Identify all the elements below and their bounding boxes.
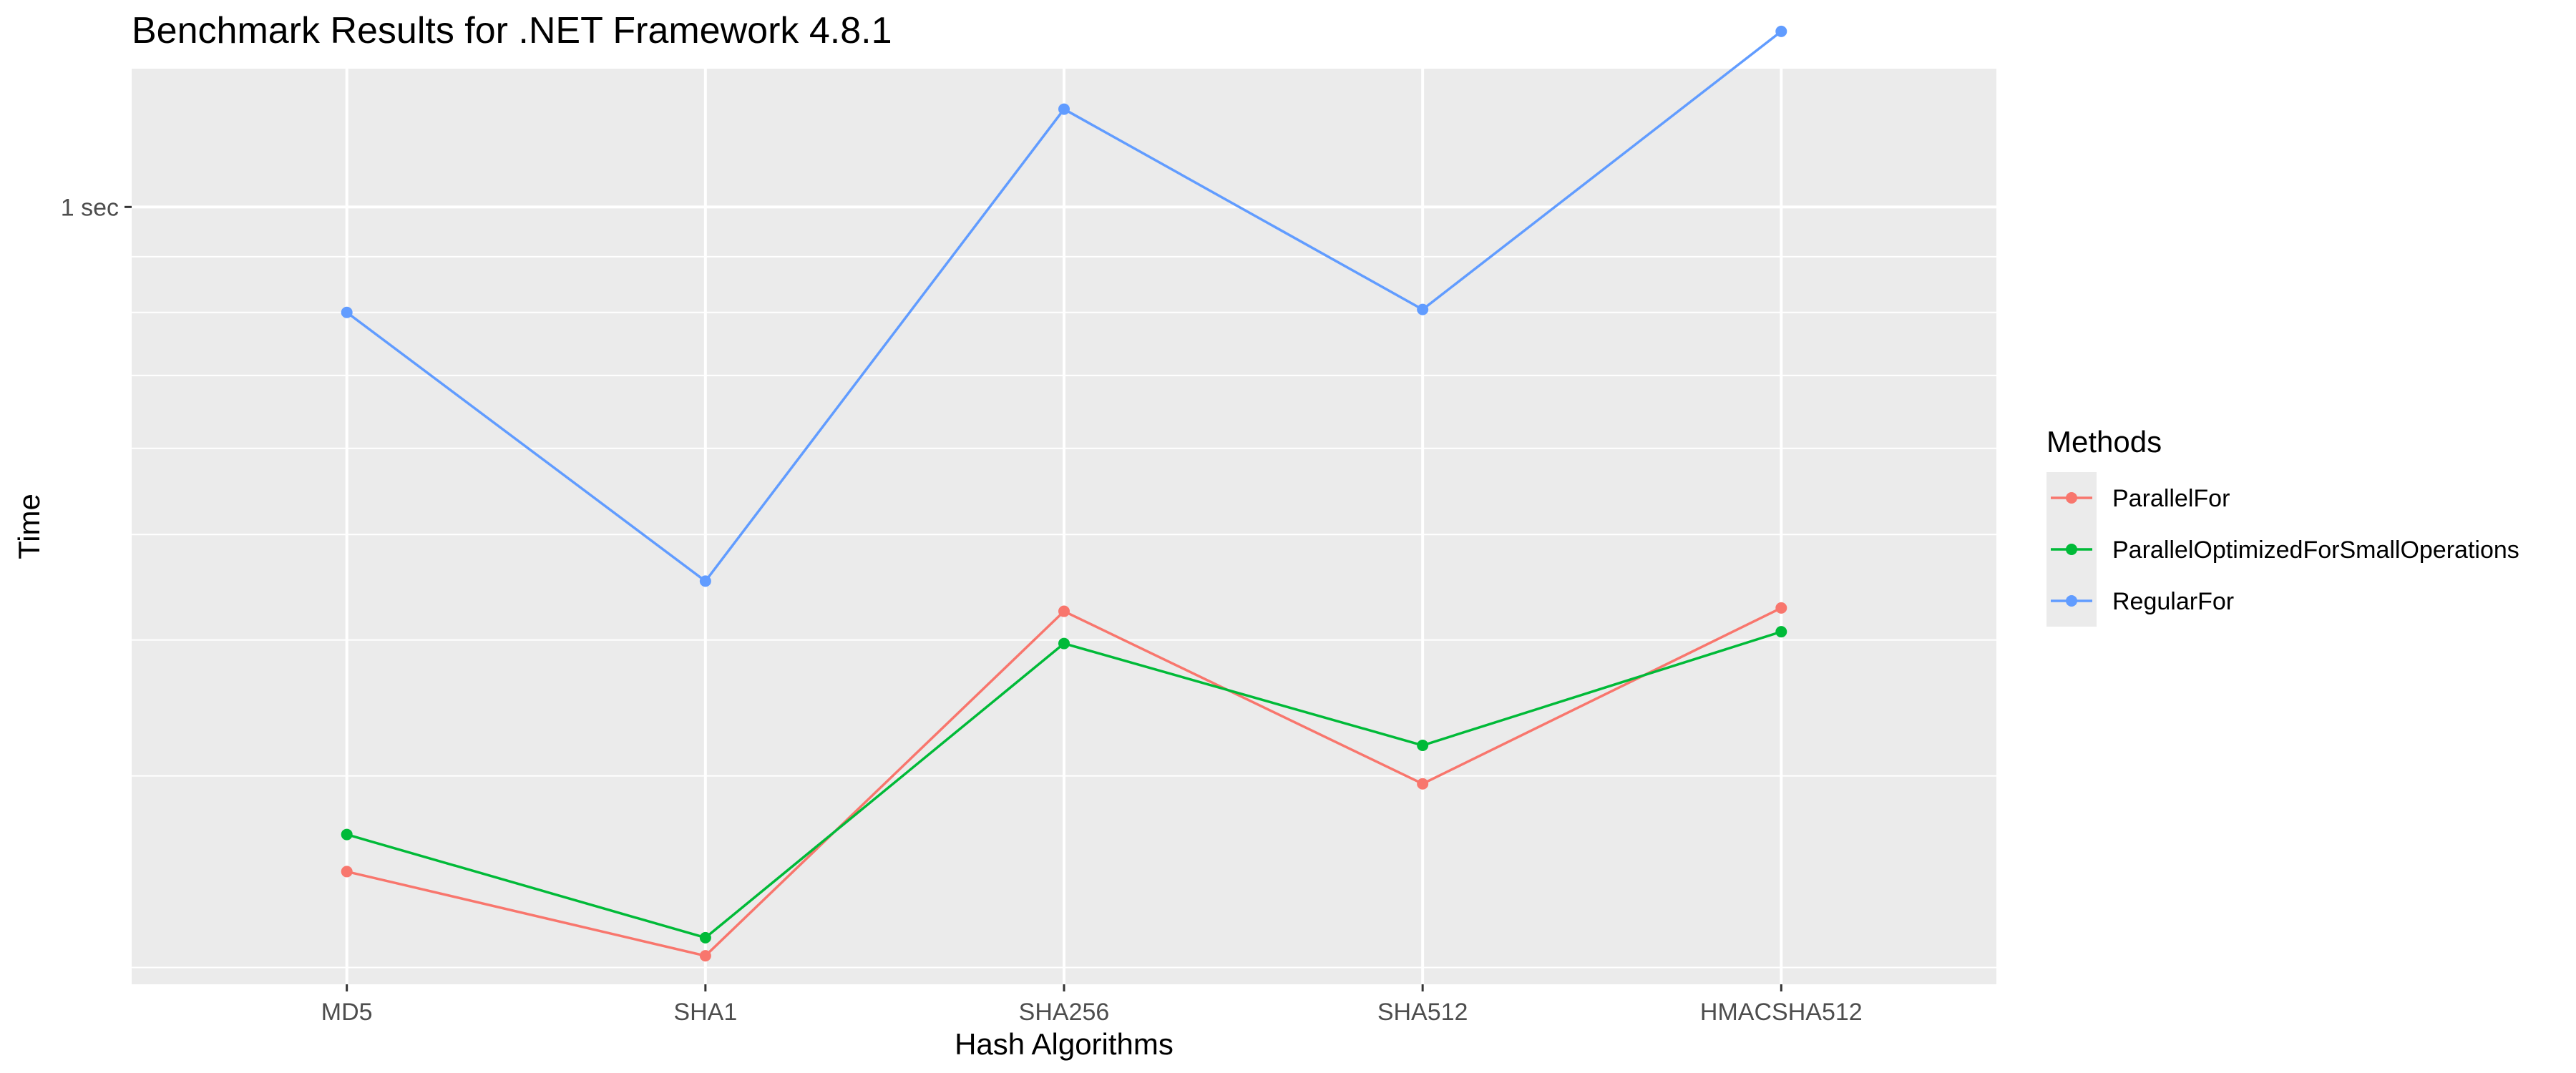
data-point-parallelfor (699, 950, 711, 962)
legend-key-point-regularfor (2066, 595, 2077, 607)
x-tick-label: SHA1 (673, 999, 737, 1026)
y-axis-title: Time (12, 494, 46, 559)
data-point-parallelfor (1058, 605, 1070, 617)
data-point-paralleloptimizedforsmalloperations (1417, 739, 1429, 751)
legend-label-parallelfor: ParallelFor (2112, 485, 2230, 512)
chart-title: Benchmark Results for .NET Framework 4.8… (132, 10, 892, 52)
x-tick-label: SHA256 (1019, 999, 1110, 1026)
data-point-paralleloptimizedforsmalloperations (1775, 626, 1787, 638)
legend-key-point-parallelfor (2066, 492, 2077, 504)
x-tick-label: SHA512 (1377, 999, 1468, 1026)
data-point-regularfor (699, 575, 711, 587)
data-point-parallelfor (1775, 602, 1787, 614)
series-layer (341, 25, 1787, 962)
data-point-paralleloptimizedforsmalloperations (1058, 637, 1070, 650)
data-point-regularfor (1775, 25, 1787, 37)
data-point-regularfor (1417, 303, 1429, 315)
axis-layer: 1 sec MD5 SHA1 SHA256 SHA512 HMACSHA512 (61, 194, 1863, 1026)
x-tick-label: HMACSHA512 (1700, 999, 1863, 1026)
legend: Methods ParallelFor ParallelOptimizedForS… (2046, 425, 2519, 627)
data-point-parallelfor (341, 866, 353, 878)
legend-label-regularfor: RegularFor (2112, 588, 2234, 615)
legend-label-paralleloptimizedforsmalloperations: ParallelOptimizedForSmallOperations (2112, 536, 2519, 564)
data-point-paralleloptimizedforsmalloperations (699, 931, 711, 944)
data-point-parallelfor (1417, 778, 1429, 790)
x-axis-title: Hash Algorithms (955, 1027, 1174, 1061)
data-point-regularfor (1058, 103, 1070, 115)
legend-key-point-paralleloptimizedforsmalloperations (2066, 544, 2077, 555)
x-tick-label: MD5 (321, 999, 373, 1026)
data-point-regularfor (341, 306, 353, 318)
legend-title: Methods (2046, 425, 2162, 459)
data-point-paralleloptimizedforsmalloperations (341, 828, 353, 841)
y-tick-label: 1 sec (61, 194, 119, 221)
